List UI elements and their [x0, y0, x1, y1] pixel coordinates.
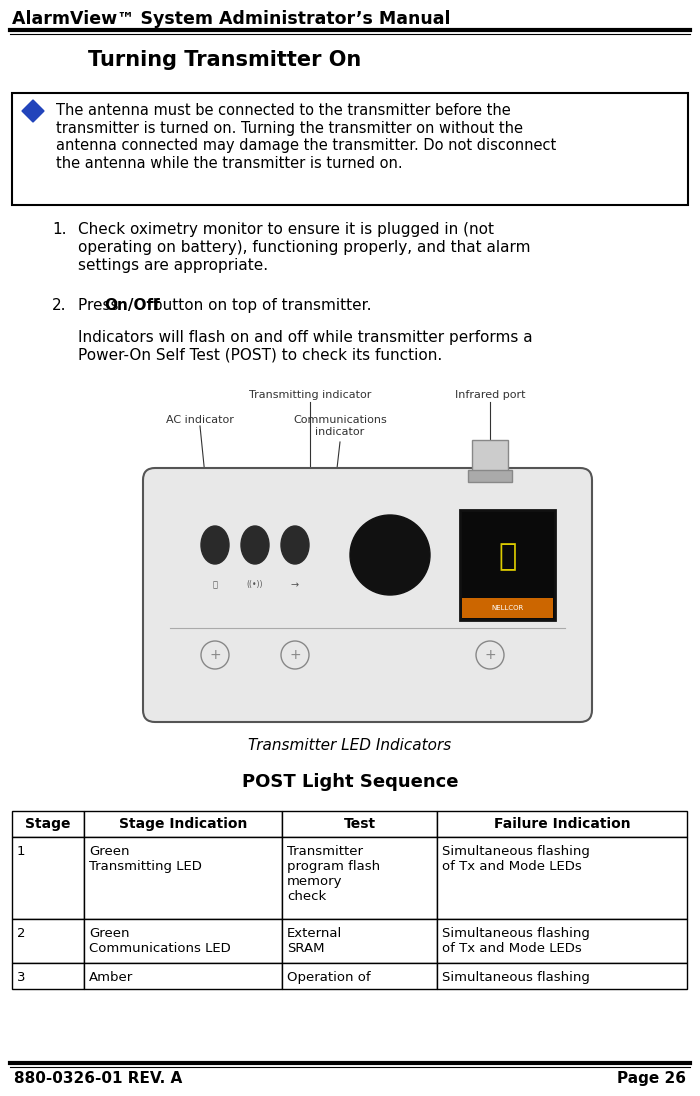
Text: Green: Green	[89, 845, 130, 858]
Text: of Tx and Mode LEDs: of Tx and Mode LEDs	[442, 860, 582, 874]
Text: 2.: 2.	[52, 298, 66, 313]
Text: 1.: 1.	[52, 222, 66, 237]
Text: +: +	[484, 648, 496, 662]
Bar	[84, 811, 282, 837]
Bar	[12, 811, 84, 837]
Text: →: →	[291, 580, 299, 590]
Text: Communications LED: Communications LED	[89, 941, 231, 955]
Text: Transmitting LED: Transmitting LED	[89, 860, 202, 874]
Text: Green: Green	[89, 927, 130, 940]
Text: Transmitter LED Indicators: Transmitter LED Indicators	[248, 738, 452, 753]
Text: SRAM: SRAM	[287, 941, 325, 955]
Text: ✋: ✋	[498, 543, 517, 571]
Bar	[460, 510, 555, 620]
Bar	[12, 920, 84, 963]
Text: ⬛: ⬛	[213, 581, 218, 590]
Text: +: +	[209, 648, 220, 662]
Text: Amber: Amber	[89, 971, 133, 984]
Bar	[282, 837, 437, 920]
Circle shape	[350, 515, 430, 595]
Text: Press: Press	[78, 298, 123, 313]
Text: Page 26: Page 26	[617, 1071, 686, 1086]
Bar	[84, 837, 282, 920]
Text: check: check	[287, 890, 326, 903]
Text: Transmitter: Transmitter	[287, 845, 363, 858]
Bar	[437, 963, 687, 989]
Text: Simultaneous flashing: Simultaneous flashing	[442, 845, 590, 858]
Text: settings are appropriate.: settings are appropriate.	[78, 258, 268, 273]
Bar	[437, 920, 687, 963]
Text: program flash: program flash	[287, 860, 380, 874]
Text: Simultaneous flashing: Simultaneous flashing	[442, 927, 590, 940]
Bar	[12, 93, 688, 205]
Text: External: External	[287, 927, 342, 940]
Text: Simultaneous flashing: Simultaneous flashing	[442, 971, 590, 984]
Text: Communications
indicator: Communications indicator	[293, 415, 387, 437]
Text: Operation of: Operation of	[287, 971, 370, 984]
Text: AC indicator: AC indicator	[166, 415, 234, 425]
Text: Turning Transmitter On: Turning Transmitter On	[88, 50, 361, 70]
Text: Stage: Stage	[25, 817, 71, 831]
Bar	[472, 439, 508, 475]
Text: 1: 1	[17, 845, 25, 858]
Bar	[437, 811, 687, 837]
Bar	[462, 598, 553, 618]
Text: Power-On Self Test (POST) to check its function.: Power-On Self Test (POST) to check its f…	[78, 349, 442, 363]
Bar	[282, 811, 437, 837]
Bar	[282, 920, 437, 963]
Bar	[84, 920, 282, 963]
Text: AlarmView™ System Administrator’s Manual: AlarmView™ System Administrator’s Manual	[12, 10, 451, 28]
Bar	[468, 470, 512, 482]
Text: Indicators will flash on and off while transmitter performs a: Indicators will flash on and off while t…	[78, 330, 533, 345]
Text: operating on battery), functioning properly, and that alarm: operating on battery), functioning prope…	[78, 240, 531, 255]
Text: On/Off: On/Off	[104, 298, 160, 313]
Text: NELLCOR: NELLCOR	[491, 605, 524, 610]
Text: 3: 3	[17, 971, 25, 984]
Text: transmitter is turned on. Turning the transmitter on without the: transmitter is turned on. Turning the tr…	[56, 121, 523, 136]
Ellipse shape	[241, 526, 269, 564]
Bar	[282, 963, 437, 989]
Text: of Tx and Mode LEDs: of Tx and Mode LEDs	[442, 941, 582, 955]
Text: memory: memory	[287, 875, 342, 888]
Text: button on top of transmitter.: button on top of transmitter.	[148, 298, 372, 313]
Text: Check oximetry monitor to ensure it is plugged in (not: Check oximetry monitor to ensure it is p…	[78, 222, 494, 237]
Text: Stage Indication: Stage Indication	[119, 817, 247, 831]
Text: The antenna must be connected to the transmitter before the: The antenna must be connected to the tra…	[56, 103, 511, 118]
Bar	[437, 837, 687, 920]
Text: ((•)): ((•))	[246, 581, 263, 590]
Text: the antenna while the transmitter is turned on.: the antenna while the transmitter is tur…	[56, 156, 402, 171]
Text: Infrared port: Infrared port	[455, 390, 525, 400]
Text: antenna connected may damage the transmitter. Do not disconnect: antenna connected may damage the transmi…	[56, 138, 556, 153]
Text: Test: Test	[344, 817, 376, 831]
Polygon shape	[22, 100, 44, 122]
Text: 2: 2	[17, 927, 25, 940]
Bar	[12, 837, 84, 920]
Text: Transmitting indicator: Transmitting indicator	[248, 390, 371, 400]
Text: Failure Indication: Failure Indication	[494, 817, 630, 831]
Text: +: +	[289, 648, 301, 662]
FancyBboxPatch shape	[143, 468, 592, 722]
Text: POST Light Sequence: POST Light Sequence	[241, 773, 458, 791]
Ellipse shape	[281, 526, 309, 564]
Bar	[84, 963, 282, 989]
Text: 880-0326-01 REV. A: 880-0326-01 REV. A	[14, 1071, 182, 1086]
Bar	[12, 963, 84, 989]
Ellipse shape	[201, 526, 229, 564]
